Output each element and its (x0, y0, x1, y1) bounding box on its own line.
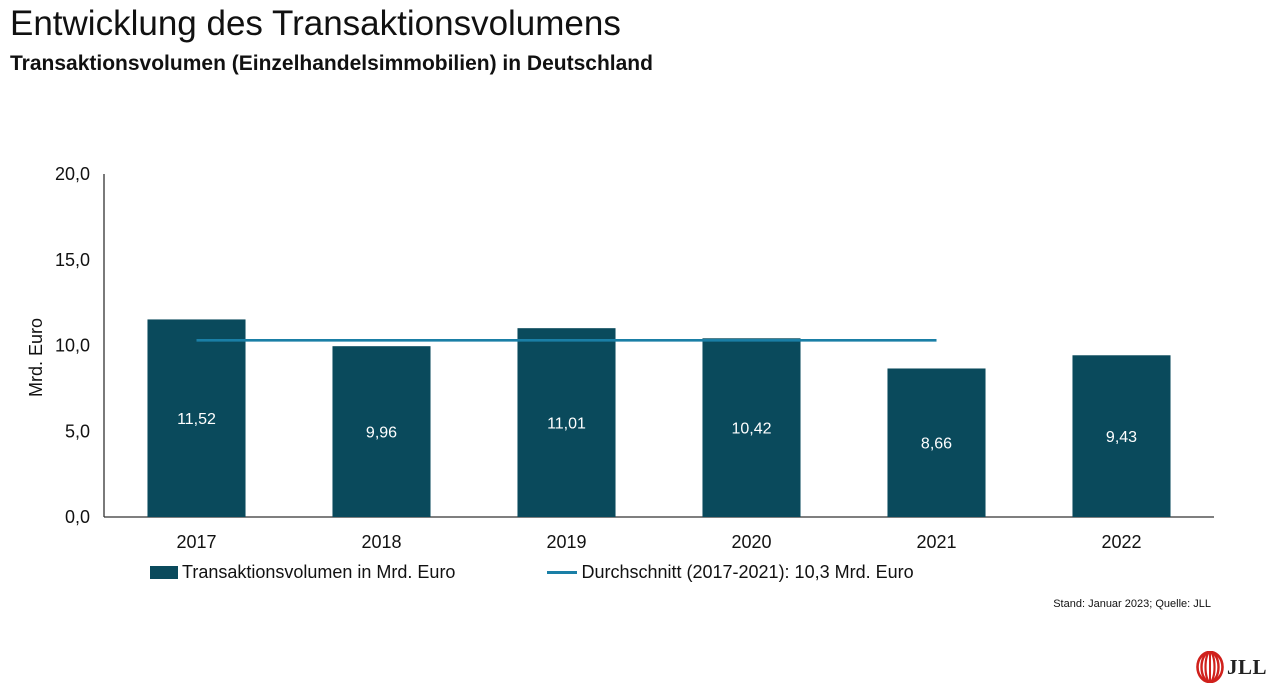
page-title: Entwicklung des Transaktionsvolumens (10, 4, 621, 43)
legend-bar-swatch (150, 566, 178, 579)
legend-item-bars: Transaktionsvolumen in Mrd. Euro (150, 562, 455, 583)
bar-value-label: 11,01 (547, 416, 586, 433)
bar (147, 319, 246, 517)
y-axis-label: Mrd. Euro (26, 318, 46, 397)
bar-value-label: 9,43 (1106, 429, 1137, 446)
jll-logo: JLL (1196, 651, 1267, 683)
logo-text: JLL (1227, 654, 1268, 679)
x-tick-label: 2022 (1101, 532, 1141, 552)
chart-subtitle: Transaktionsvolumen (Einzelhandelsimmobi… (10, 52, 653, 75)
legend-label-bars: Transaktionsvolumen in Mrd. Euro (182, 562, 456, 582)
x-tick-label: 2018 (361, 532, 401, 552)
y-tick-label: 5,0 (65, 421, 90, 441)
bar (1072, 355, 1171, 517)
bar (702, 338, 801, 517)
bar-value-label: 11,52 (177, 411, 216, 428)
jll-logo-icon (1196, 651, 1224, 683)
legend-line-swatch (547, 571, 578, 574)
x-tick-label: 2021 (916, 532, 956, 552)
y-tick-label: 15,0 (55, 250, 90, 270)
bar-value-label: 9,96 (366, 425, 397, 442)
bar (517, 328, 616, 517)
legend-label-average: Durchschnitt (2017-2021): 10,3 Mrd. Euro (581, 562, 914, 582)
bar-value-label: 8,66 (921, 436, 952, 453)
bar-value-label: 10,42 (731, 421, 771, 438)
source-note: Stand: Januar 2023; Quelle: JLL (1053, 598, 1211, 610)
chart-legend: Transaktionsvolumen in Mrd. Euro Durchsc… (150, 562, 914, 583)
bar (887, 368, 986, 517)
bar (332, 346, 431, 517)
bar-chart: 0,0 5,0 10,0 15,0 20,0 Mrd. Euro 11,52 9,96 11,0… (26, 164, 1214, 552)
y-tick-label: 10,0 (55, 336, 90, 356)
y-tick-label: 20,0 (55, 164, 90, 184)
x-tick-label: 2017 (176, 532, 216, 552)
legend-item-average: Durchschnitt (2017-2021): 10,3 Mrd. Euro (547, 562, 914, 583)
y-tick-label: 0,0 (65, 507, 90, 527)
x-tick-label: 2020 (731, 532, 771, 552)
x-tick-label: 2019 (546, 532, 586, 552)
